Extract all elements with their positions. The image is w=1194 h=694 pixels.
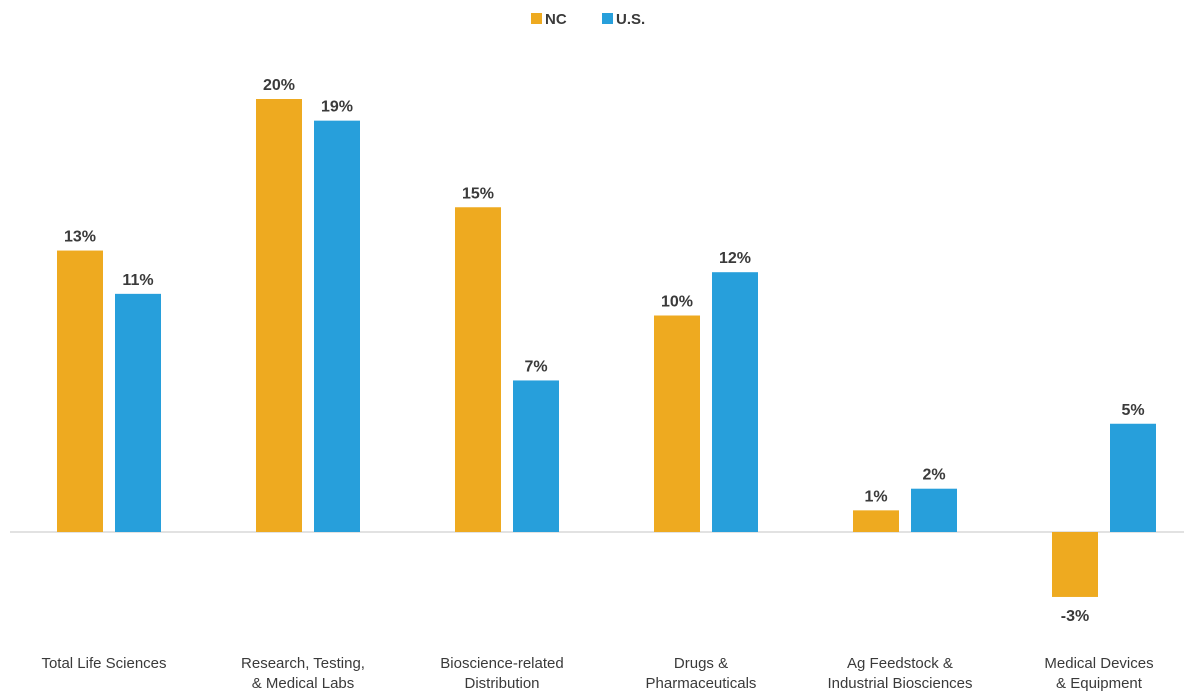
bar-1-0 <box>256 99 302 532</box>
bar-2-1 <box>513 380 559 532</box>
value-label-0-1: 11% <box>122 272 153 289</box>
value-label-4-1: 2% <box>922 467 945 484</box>
category-label-group: Total Life Sciences Research, Testing, & M… <box>41 655 1153 692</box>
category-label-4: Ag Feedstock & Industrial Biosciences <box>827 655 972 692</box>
bar-0-1 <box>115 293 161 532</box>
value-label-2-1: 7% <box>524 358 547 375</box>
legend-label-1: U.S. <box>616 11 645 28</box>
bar-4-1 <box>911 488 957 532</box>
bar-group <box>57 99 1156 597</box>
bar-1-1 <box>314 120 360 533</box>
value-label-2-0: 15% <box>462 185 494 202</box>
bar-2-0 <box>455 207 501 532</box>
value-label-1-1: 19% <box>321 99 353 116</box>
value-label-1-0: 20% <box>263 77 295 94</box>
category-label-2: Bioscience-related Distribution <box>440 655 563 692</box>
category-label-1: Research, Testing, & Medical Labs <box>241 655 365 692</box>
value-label-5-0: -3% <box>1061 608 1089 625</box>
legend-swatch-0 <box>531 13 542 24</box>
value-label-3-1: 12% <box>719 250 751 267</box>
bar-3-1 <box>712 272 758 532</box>
category-label-3: Drugs & Pharmaceuticals <box>646 655 757 692</box>
bar-5-1 <box>1110 423 1156 532</box>
legend-label-0: NC <box>545 11 567 28</box>
value-label-4-0: 1% <box>864 488 887 505</box>
bar-5-0 <box>1052 532 1098 597</box>
legend-swatch-1 <box>602 13 613 24</box>
category-label-0: Total Life Sciences <box>41 655 166 672</box>
bar-0-0 <box>57 250 103 533</box>
bar-4-0 <box>853 510 899 532</box>
value-label-5-1: 5% <box>1121 402 1144 419</box>
chart-legend: NC U.S. <box>531 11 645 28</box>
value-label-3-0: 10% <box>661 294 693 311</box>
value-label-0-0: 13% <box>64 229 96 246</box>
category-label-5: Medical Devices & Equipment <box>1044 655 1153 692</box>
bar-3-0 <box>654 315 700 532</box>
value-label-group: 13% 11% 20% 19% 15% 7% 10% 12% 1% 2% -3% 5% <box>64 77 1145 625</box>
